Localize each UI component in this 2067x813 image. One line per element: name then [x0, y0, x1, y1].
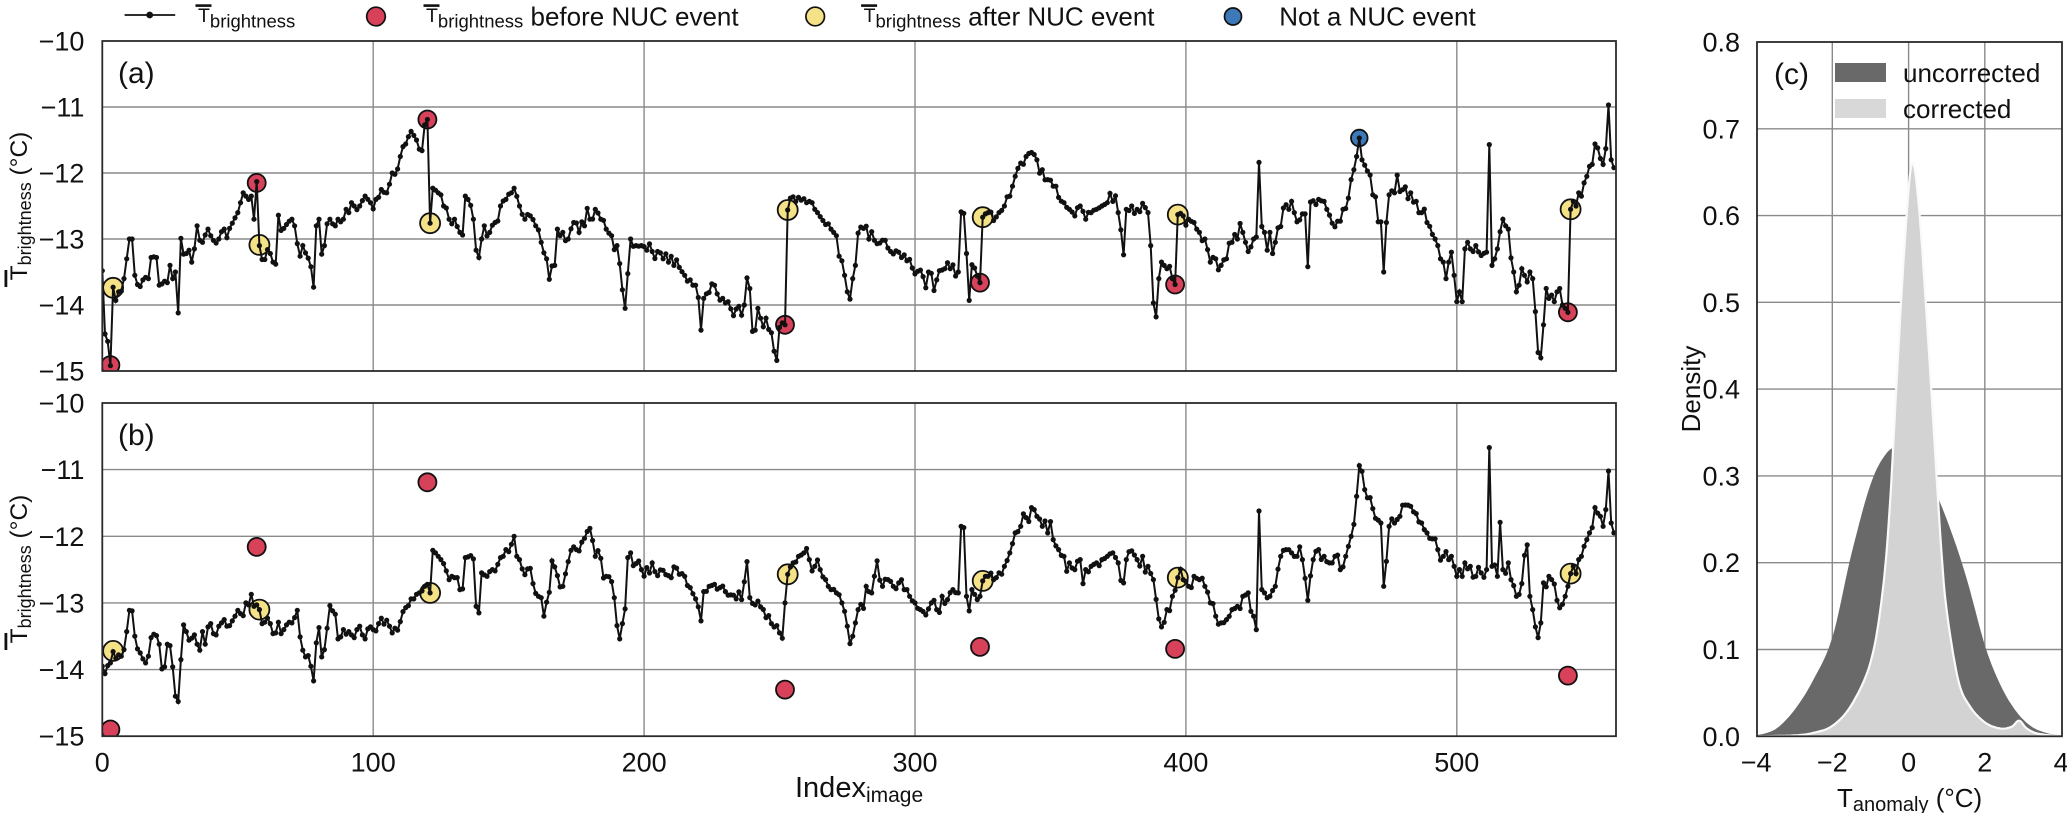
- svg-text:0.2: 0.2: [1702, 548, 1740, 578]
- svg-text:500: 500: [1434, 747, 1479, 777]
- svg-text:−2: −2: [1817, 747, 1848, 777]
- svg-text:0.1: 0.1: [1702, 635, 1740, 665]
- svg-text:Tbrightness before NUC event: Tbrightness before NUC event: [426, 2, 739, 32]
- svg-text:−14: −14: [39, 291, 85, 321]
- svg-text:0.6: 0.6: [1702, 201, 1740, 231]
- svg-text:−10: −10: [39, 27, 85, 57]
- svg-text:−11: −11: [41, 455, 85, 485]
- svg-text:−13: −13: [39, 225, 85, 255]
- svg-text:−15: −15: [39, 357, 85, 387]
- svg-text:Density: Density: [1676, 346, 1706, 433]
- svg-text:0.3: 0.3: [1702, 461, 1740, 491]
- svg-text:uncorrected: uncorrected: [1903, 58, 2040, 88]
- svg-text:Tbrightness (°C): Tbrightness (°C): [6, 132, 35, 281]
- svg-text:−12: −12: [39, 159, 85, 189]
- svg-text:200: 200: [622, 747, 667, 777]
- svg-text:corrected: corrected: [1903, 94, 2011, 124]
- svg-text:−4: −4: [1741, 747, 1772, 777]
- svg-text:(c): (c): [1774, 58, 1809, 91]
- svg-text:400: 400: [1163, 747, 1208, 777]
- svg-text:0: 0: [95, 747, 110, 777]
- svg-text:−12: −12: [39, 522, 85, 552]
- svg-text:0.8: 0.8: [1702, 28, 1740, 58]
- svg-text:−15: −15: [39, 722, 85, 752]
- svg-text:Not a NUC event: Not a NUC event: [1279, 2, 1476, 32]
- svg-text:Tbrightness: Tbrightness: [198, 5, 295, 31]
- svg-text:Tbrightness (°C): Tbrightness (°C): [6, 495, 35, 644]
- svg-text:2: 2: [1977, 747, 1992, 777]
- svg-text:−11: −11: [41, 93, 85, 123]
- svg-text:−14: −14: [39, 655, 85, 685]
- svg-text:Tbrightness after NUC event: Tbrightness after NUC event: [864, 2, 1156, 32]
- svg-text:4: 4: [2054, 747, 2067, 777]
- svg-text:0: 0: [1901, 747, 1916, 777]
- svg-text:100: 100: [351, 747, 396, 777]
- svg-text:0.0: 0.0: [1702, 722, 1740, 752]
- svg-text:(a): (a): [118, 57, 155, 90]
- svg-text:300: 300: [892, 747, 937, 777]
- svg-text:0.7: 0.7: [1702, 114, 1740, 144]
- svg-text:(b): (b): [118, 419, 155, 452]
- svg-text:0.4: 0.4: [1702, 375, 1740, 405]
- svg-text:−10: −10: [39, 389, 85, 419]
- svg-text:−13: −13: [39, 588, 85, 618]
- svg-text:0.5: 0.5: [1702, 288, 1740, 318]
